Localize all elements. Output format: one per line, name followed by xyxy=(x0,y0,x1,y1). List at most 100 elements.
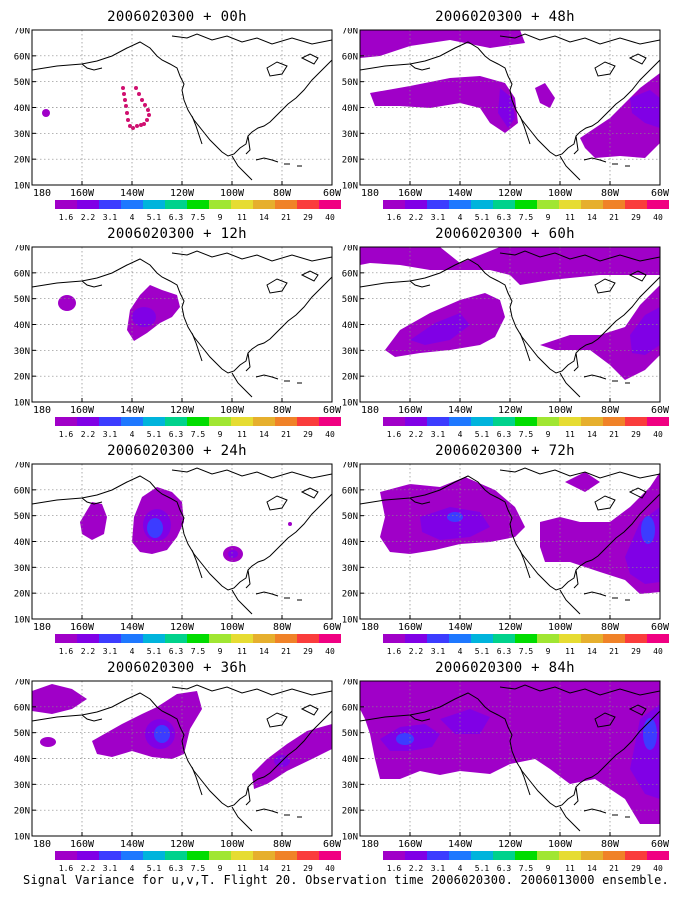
colorbar-swatch xyxy=(165,200,187,209)
colorbar-swatch xyxy=(625,634,647,643)
y-tick-label: 10N xyxy=(342,616,358,626)
colorbar-label: 5.1 xyxy=(147,213,162,222)
x-tick-label: 120W xyxy=(498,622,523,632)
coastline xyxy=(583,157,607,163)
colorbar-label: 1.6 xyxy=(59,430,74,439)
map-plot: 180 160W 140W 120W 100W 80W 60W 70N 60N 50N 40N 30N… xyxy=(14,679,342,849)
x-tick-label: 60W xyxy=(323,839,342,849)
x-tick-label: 120W xyxy=(170,839,195,849)
colorbar-swatch xyxy=(297,851,319,860)
colorbar: 1.6 2.2 3.1 4 5.1 6.3 7.5 9 11 14 21 29 40 xyxy=(383,200,669,222)
colorbar-swatch xyxy=(319,851,341,860)
colorbar-swatch xyxy=(55,200,77,209)
colorbar-swatch xyxy=(253,851,275,860)
colorbar-label: 1.6 xyxy=(59,864,74,873)
colorbar-swatch xyxy=(559,634,581,643)
colorbar-swatch xyxy=(449,851,471,860)
x-tick-label: 80W xyxy=(601,405,620,415)
colorbar-label: 21 xyxy=(609,213,619,222)
colorbar-swatch xyxy=(493,851,515,860)
map-panel-72h: 2006020300 + 72h 180 160W 140W 120W 100W 80W 6… xyxy=(340,442,670,657)
colorbar-swatch xyxy=(253,200,275,209)
colorbar-swatch xyxy=(537,417,559,426)
coastline xyxy=(245,569,251,589)
colorbar-swatch xyxy=(275,417,297,426)
coastline xyxy=(499,250,661,262)
x-tick-label: 160W xyxy=(398,839,423,849)
colorbar: 1.6 2.2 3.1 4 5.1 6.3 7.5 9 11 14 21 29 40 xyxy=(55,851,341,873)
coastline xyxy=(583,591,607,597)
colorbar-swatch xyxy=(647,851,669,860)
coastline xyxy=(245,352,251,372)
coastline xyxy=(594,495,616,511)
y-tick-label: 20N xyxy=(14,807,30,817)
colorbar-label: 4 xyxy=(130,647,135,656)
coastline xyxy=(594,712,616,728)
coastline xyxy=(266,495,288,511)
colorbar-swatch xyxy=(559,417,581,426)
colorbar-swatch xyxy=(405,851,427,860)
colorbar-label: 3.1 xyxy=(103,430,118,439)
colorbar-label: 7.5 xyxy=(191,213,206,222)
x-tick-label: 80W xyxy=(273,622,292,632)
colorbar-swatch xyxy=(165,634,187,643)
colorbar-label: 29 xyxy=(303,647,313,656)
panel-title: 2006020300 + 84h xyxy=(435,660,575,676)
colorbar-swatch xyxy=(603,417,625,426)
variance-field xyxy=(360,681,660,824)
coastline xyxy=(191,332,203,362)
colorbar-swatch xyxy=(405,200,427,209)
y-tick-label: 50N xyxy=(14,729,30,739)
colorbar-label: 1.6 xyxy=(387,430,402,439)
x-tick-label: 180 xyxy=(33,188,51,198)
x-tick-label: 160W xyxy=(70,188,95,198)
y-tick-label: 20N xyxy=(14,156,30,166)
colorbar-label: 40 xyxy=(325,647,335,656)
map-plot: 180 160W 140W 120W 100W 80W 60W 70N 60N 50N 40N 30N… xyxy=(14,245,342,415)
colorbar-label: 9 xyxy=(546,864,551,873)
colorbar-swatch xyxy=(253,634,275,643)
colorbar-swatch xyxy=(297,417,319,426)
y-tick-label: 10N xyxy=(14,182,30,192)
x-tick-label: 100W xyxy=(548,405,573,415)
colorbar-swatch xyxy=(581,634,603,643)
colorbar-swatch xyxy=(405,417,427,426)
coastline xyxy=(594,61,616,77)
coastline xyxy=(519,332,531,362)
colorbar-swatch xyxy=(383,851,405,860)
colorbar-label: 11 xyxy=(565,647,575,656)
y-tick-label: 50N xyxy=(342,512,358,522)
y-tick-label: 50N xyxy=(14,512,30,522)
colorbar-label: 9 xyxy=(218,864,223,873)
x-tick-label: 100W xyxy=(548,622,573,632)
colorbar-label: 14 xyxy=(587,213,597,222)
colorbar-swatch xyxy=(515,851,537,860)
colorbar-label: 14 xyxy=(587,430,597,439)
colorbar-swatch xyxy=(187,417,209,426)
colorbar-swatch xyxy=(581,417,603,426)
coastline xyxy=(359,41,661,157)
colorbar: 1.6 2.2 3.1 4 5.1 6.3 7.5 9 11 14 21 29 40 xyxy=(55,634,341,656)
coastline xyxy=(171,467,333,479)
colorbar-swatch xyxy=(231,634,253,643)
colorbar-swatch xyxy=(603,634,625,643)
map-panel-12h: 2006020300 + 12h 180 160W 140W 120W 100W 80W 6… xyxy=(12,225,342,440)
colorbar-label: 1.6 xyxy=(387,864,402,873)
coastline xyxy=(559,155,581,181)
panel-title: 2006020300 + 72h xyxy=(435,443,575,459)
colorbar-label: 5.1 xyxy=(147,864,162,873)
coastline xyxy=(231,589,253,615)
colorbar-label: 9 xyxy=(546,213,551,222)
colorbar-swatch xyxy=(383,200,405,209)
colorbar-label: 9 xyxy=(546,430,551,439)
colorbar-label: 40 xyxy=(325,213,335,222)
y-tick-label: 40N xyxy=(14,104,30,114)
colorbar-label: 1.6 xyxy=(387,647,402,656)
coastline xyxy=(409,714,431,722)
colorbar-label: 21 xyxy=(281,213,291,222)
y-tick-label: 50N xyxy=(342,729,358,739)
y-tick-label: 40N xyxy=(14,538,30,548)
y-tick-label: 60N xyxy=(342,52,358,62)
panel-title: 2006020300 + 00h xyxy=(107,9,247,25)
colorbar-swatch xyxy=(55,851,77,860)
